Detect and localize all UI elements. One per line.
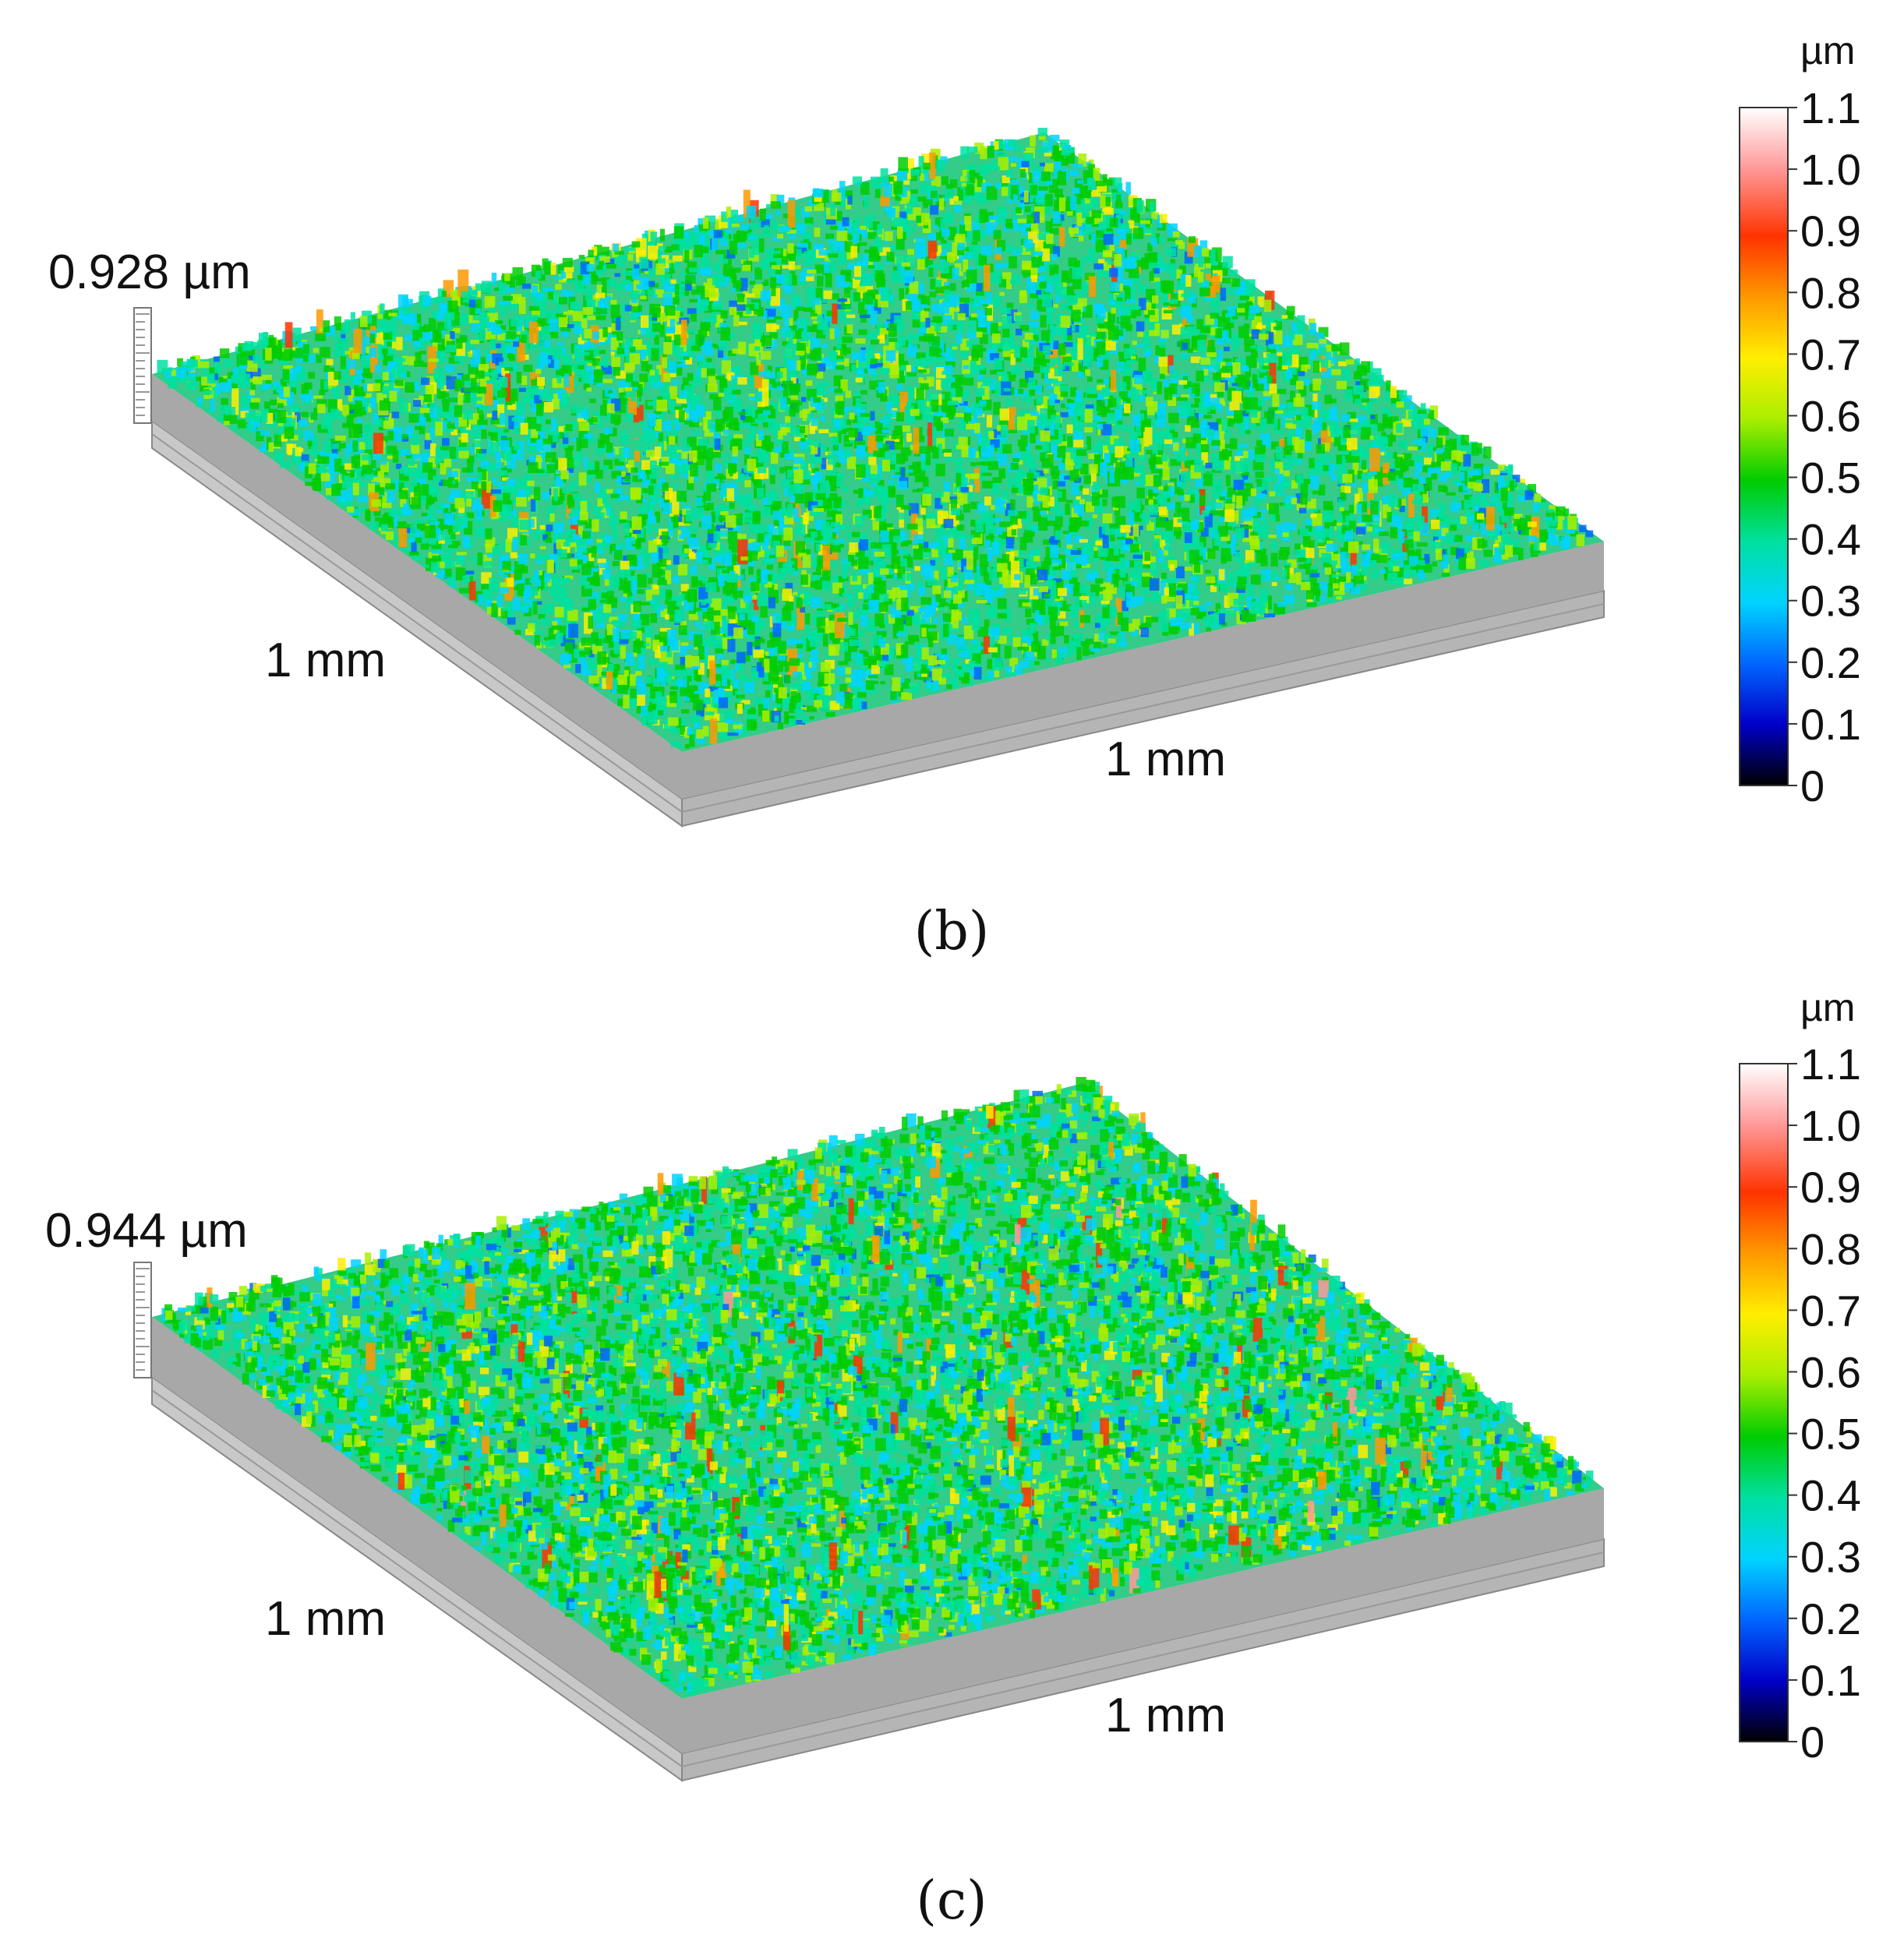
panel-c: 0.944 µm 1 mm 1 mm µm 0 0.1 0.2 0.3 0.4 0.5 0.… <box>45 986 1861 1932</box>
colorbar-tick-label: 0.3 <box>1800 577 1861 626</box>
colorbar-tick-label: 0.6 <box>1800 1347 1861 1396</box>
colorbar-tick-label: 0.3 <box>1800 1533 1861 1582</box>
surface-texture-b <box>152 127 1604 752</box>
surface-side-wall <box>152 1317 1604 1753</box>
x-extent-label-b: 1 mm <box>1105 732 1226 786</box>
colorbar-tick-label: 0.5 <box>1800 1410 1861 1459</box>
colorbar-tick-label: 0.1 <box>1800 700 1861 749</box>
colorbar-tick-label: 0.2 <box>1800 1594 1861 1643</box>
colorbar-tick-label: 0 <box>1800 1717 1825 1767</box>
colorbar-tick-label: 0.4 <box>1800 1471 1861 1520</box>
colorbar-tick-label: 0.5 <box>1800 454 1861 503</box>
colorbar-tick-label: 0.6 <box>1800 391 1861 440</box>
colorbar-tick-label: 0.7 <box>1800 330 1861 379</box>
panel-label-b: (b) <box>914 901 990 962</box>
surface-texture-c <box>152 1077 1604 1699</box>
colorbar-tick-label: 0.9 <box>1800 207 1861 256</box>
panel-label-c: (c) <box>916 1870 987 1932</box>
colorbar-tick-label: 1.0 <box>1800 145 1861 194</box>
colorbar-tick-label: 0.2 <box>1800 638 1861 687</box>
colorbar-tick-label: 0.9 <box>1800 1163 1861 1212</box>
colorbar-b: µm 0 0.1 0.2 0.3 0.4 0.5 0.6 0.7 0.8 0.9 1.0 1.1 <box>1739 29 1861 810</box>
colorbar-unit-b: µm <box>1800 29 1855 72</box>
colorbar-tick-label: 1.0 <box>1800 1101 1861 1150</box>
colorbar-tick-label: 0.8 <box>1800 1224 1861 1273</box>
colorbar-tick-label: 0.4 <box>1800 515 1861 564</box>
colorbar-tick-label: 0.8 <box>1800 268 1861 317</box>
panel-b: 0.928 µm 1 mm 1 mm µm 0 0.1 0.2 0.3 0.4 0.5 0.… <box>48 29 1861 962</box>
colorbar-tick-label: 1.1 <box>1800 1040 1861 1089</box>
colorbar-tick-label: 1.1 <box>1800 83 1861 132</box>
colorbar-c: µm 0 0.1 0.2 0.3 0.4 0.5 0.6 0.7 0.8 0.9 1.0 1.1 <box>1739 986 1861 1767</box>
colorbar-unit-c: µm <box>1800 986 1855 1029</box>
z-ruler-b <box>133 307 152 424</box>
y-extent-label-b: 1 mm <box>265 634 386 687</box>
colorbar-tick-label: 0.7 <box>1800 1286 1861 1335</box>
y-extent-label-c: 1 mm <box>265 1592 386 1646</box>
max-height-label-b: 0.928 µm <box>48 245 251 299</box>
colorbar-tick-label: 0.1 <box>1800 1656 1861 1705</box>
max-height-label-c: 0.944 µm <box>45 1204 248 1258</box>
surface-side-wall <box>152 374 1604 799</box>
z-ruler-c <box>133 1262 152 1378</box>
x-extent-label-c: 1 mm <box>1105 1689 1226 1742</box>
colorbar-tick-label: 0 <box>1800 761 1825 810</box>
